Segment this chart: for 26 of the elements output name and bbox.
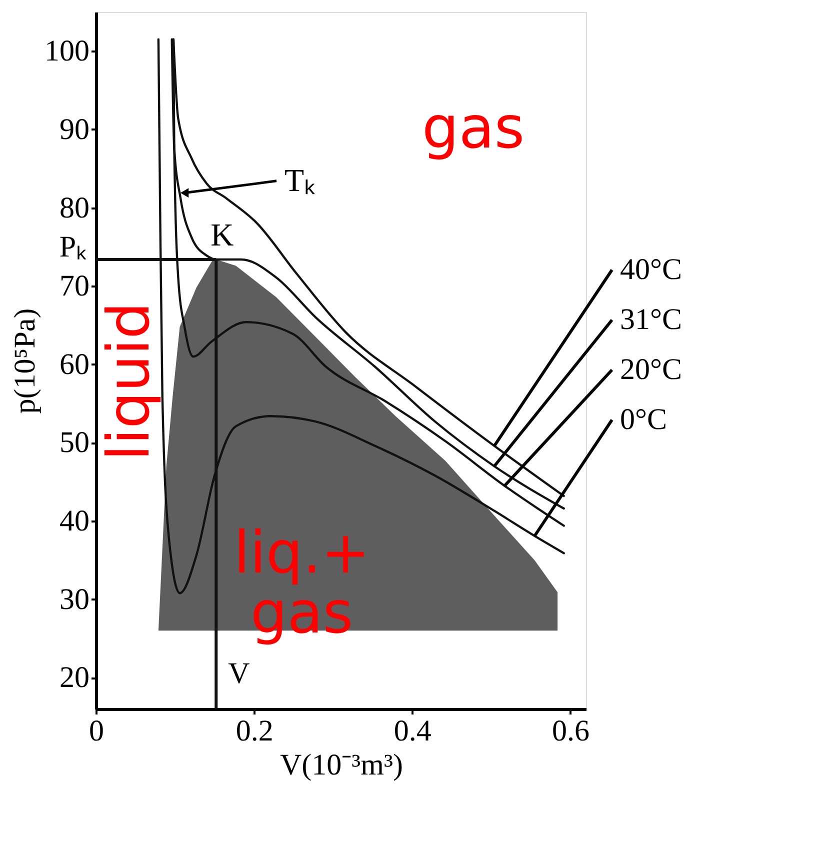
y-tick-label: 30 [60,582,90,616]
y-tick-label: 60 [60,348,90,381]
text: 40°C [620,252,682,286]
x-tick-label: 0.2 [236,714,274,748]
x-tick-label: 0 [89,714,104,748]
ref-line-label: Pₖ [59,230,87,264]
y-tick-label: 20 [60,661,90,694]
text: 31°C [620,302,682,336]
y-tick-label: 90 [60,112,90,146]
annotation: liq.+ gas [234,518,370,647]
x-tick-label: 0.4 [394,714,432,748]
x-axis-title: V(10⁻³m³) [280,748,403,782]
text: 0°C [620,402,668,436]
ref-line-label: V [228,657,250,690]
y-axis-title: p(10⁵Pa) [8,308,42,414]
annotation: liquid [94,302,162,461]
y-tick-label: 80 [60,191,90,224]
x-tick-label: 0.6 [552,714,590,748]
annotation: K [210,216,234,252]
y-tick-label: 70 [60,270,90,303]
annotation: gas [422,93,525,162]
text: 20°C [620,352,682,386]
annotation: Tₖ [284,162,316,198]
y-tick-label: 100 [44,34,90,68]
y-tick-label: 50 [60,426,90,460]
y-tick-label: 40 [60,504,90,538]
